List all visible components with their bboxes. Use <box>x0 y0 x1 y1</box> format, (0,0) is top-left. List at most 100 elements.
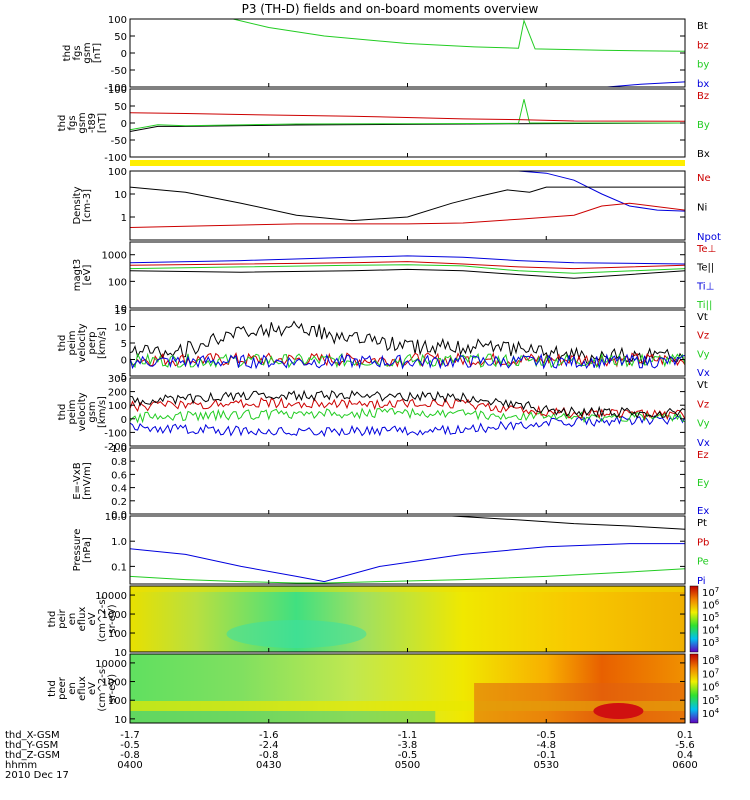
legend-entry: Vy <box>697 419 710 430</box>
y-tick-label: -200 <box>104 442 127 453</box>
y-tick-label: 10 <box>114 323 127 334</box>
y-tick-label: 100 <box>108 629 127 640</box>
trace-Pi <box>130 543 685 583</box>
y-axis-label: thd <box>47 680 58 697</box>
y-tick-label: 0.8 <box>111 457 127 468</box>
y-axis-label: thd <box>57 115 68 132</box>
panel-traces <box>130 255 685 279</box>
colorbar <box>689 585 699 653</box>
x-tick-label: -5.6 <box>675 740 695 751</box>
y-tick-label: 1000 <box>102 610 127 621</box>
panel-density: 100 10 1 Density [cm-3] Ne Ni Npot <box>72 167 721 243</box>
colorbar-label-exp: 3 <box>715 636 719 644</box>
y-axis-label: gsm <box>77 112 88 133</box>
legend-entry: bx <box>697 79 709 90</box>
legend-entry: Bz <box>697 91 709 102</box>
y-tick-label: 1.0 <box>111 537 127 548</box>
x-tick-label: 0530 <box>534 760 559 771</box>
y-tick-label: 10 <box>114 190 127 201</box>
panel-pressure: 10.0 1.0 0.1 Pressure [nPa] Pt Pb Pe Pi <box>72 512 709 587</box>
y-axis-label: Pressure <box>72 529 83 572</box>
x-tick-label: -0.5 <box>120 740 140 751</box>
spectrogram-band <box>474 683 685 723</box>
y-axis-label: peim <box>67 330 78 355</box>
trace-Pe <box>130 568 685 584</box>
x-axis-row-label: thd_X-GSM <box>5 730 60 741</box>
y-axis-label: peer <box>57 676 68 700</box>
colorbar-label: 106 <box>702 681 720 694</box>
legend-entry: Vx <box>697 368 710 379</box>
y-tick-label: 0.4 <box>111 484 127 495</box>
colorbar-label: 106 <box>702 599 720 612</box>
y-axis-label: thd <box>47 611 58 628</box>
y-tick-label: 1 <box>121 213 127 224</box>
y-tick-label: 1000 <box>102 678 127 689</box>
trace-Vy <box>130 407 685 424</box>
y-axis-label: fgs <box>72 45 83 60</box>
y-axis-label: [nT] <box>92 43 103 63</box>
colorbar-label-exp: 7 <box>715 667 719 675</box>
y-axis-label: (cm^2-s- <box>97 665 108 712</box>
y-tick-label: -100 <box>104 428 127 439</box>
legend-entry: Npot <box>697 232 721 243</box>
y-axis-label: thd <box>57 404 68 421</box>
y-tick-label: 100 <box>108 696 127 707</box>
x-axis-row-label: thd_Z-GSM <box>5 750 60 761</box>
y-tick-label: 100 <box>108 277 127 288</box>
trace-Vt <box>130 320 685 365</box>
colorbar-label-exp: 7 <box>715 586 719 594</box>
y-axis-label: fgs <box>67 115 78 130</box>
x-tick-label: -3.8 <box>398 740 418 751</box>
y-tick-label: 100 <box>108 401 127 412</box>
y-axis-label: -t89 <box>87 113 98 133</box>
y-axis-label: [nT] <box>97 113 108 133</box>
x-tick-label: -1.1 <box>398 730 418 741</box>
legend-entry: Pt <box>697 518 707 529</box>
colorbar-label-exp: 6 <box>715 599 720 607</box>
trace-Vx <box>130 415 685 438</box>
legend-entry: Ez <box>697 450 709 461</box>
y-axis-label: thd <box>62 45 73 62</box>
y-axis-label: (cm^2-s- <box>97 595 108 642</box>
spectrogram-blob <box>593 703 644 719</box>
panel-frame <box>129 309 686 377</box>
y-tick-label: 10.0 <box>105 512 127 523</box>
trace-Ti⊥ <box>130 255 685 265</box>
panel-frame <box>129 170 686 241</box>
y-tick-label: 10000 <box>95 659 127 670</box>
y-axis-label: eV <box>87 612 98 625</box>
trace-Ti|| <box>130 264 685 274</box>
y-tick-label: 0 <box>121 415 127 426</box>
legend-entry: Vz <box>697 331 709 342</box>
legend-entry: Te⊥ <box>696 244 716 255</box>
y-tick-label: 0.6 <box>111 470 127 481</box>
y-axis-label: sr-eV) <box>107 674 118 703</box>
y-tick-label: -50 <box>111 136 127 147</box>
y-axis-label: perp <box>87 332 98 355</box>
y-axis-label: Density <box>72 186 83 224</box>
y-axis-label: en <box>67 682 78 695</box>
legend-entry: Vt <box>697 380 708 391</box>
colorbar-label: 107 <box>702 667 719 680</box>
colorbar-label-exp: 5 <box>715 694 719 702</box>
y-tick-label: -5 <box>117 372 127 383</box>
legend-entry: Vt <box>697 312 708 323</box>
panel-fgs-t89: 100 50 0 -50 -100 thd fgs gsm -t89 [nT] Bz By Bx <box>57 85 710 164</box>
y-axis-label: E=-VxB <box>72 462 83 499</box>
x-tick-label: -1.7 <box>120 730 140 741</box>
y-tick-label: 100 <box>108 85 127 96</box>
y-axis-label: eflux <box>77 676 88 701</box>
colorbar-label: 104 <box>702 624 720 637</box>
colorbar-label-exp: 6 <box>715 681 720 689</box>
panel-velocity-gsm: 300 200 100 0 -100 -200 thd peim velocity gsm [km/… <box>57 374 710 453</box>
y-axis-label: [mV/m] <box>82 462 93 500</box>
spectrogram-features <box>130 683 685 723</box>
y-tick-label: 15 <box>114 306 127 317</box>
y-axis-label: peim <box>67 399 78 424</box>
y-tick-label: 5 <box>121 339 127 350</box>
legend-entry: By <box>697 120 710 131</box>
